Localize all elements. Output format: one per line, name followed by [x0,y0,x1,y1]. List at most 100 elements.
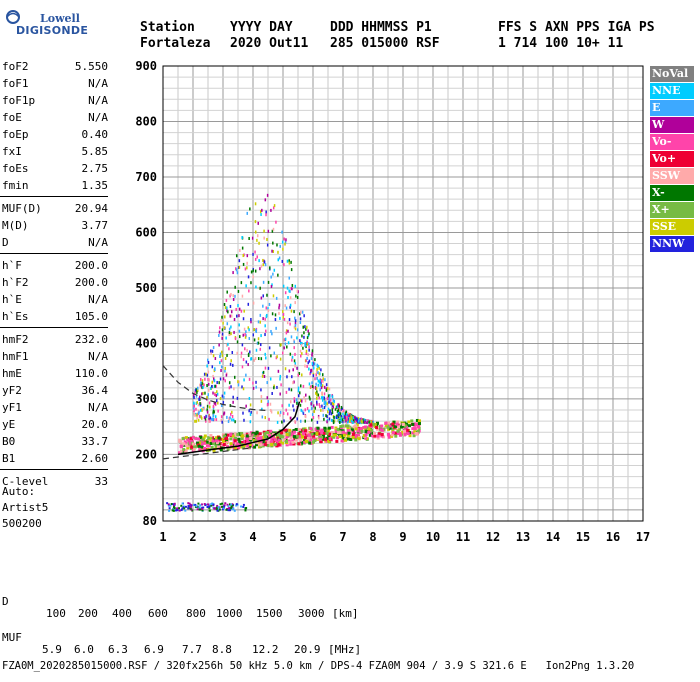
echo-point [266,237,268,241]
echo-point [184,509,187,512]
echo-point [215,418,218,422]
echo-point [254,220,257,224]
echo-point [297,386,300,390]
echo-point [236,314,238,318]
echo-point [207,370,210,374]
echo-point [346,416,348,420]
echo-point [180,504,183,507]
echo-point [213,392,216,396]
x-tick-label: 11 [456,530,470,544]
echo-point [324,401,327,405]
footer-d-label: D [2,595,9,608]
echo-point [333,419,336,423]
echo-point [309,397,311,401]
echo-point [297,389,300,393]
echo-point [199,377,202,381]
echo-point [277,369,280,373]
echo-point [222,507,225,510]
echo-point [279,244,281,248]
echo-point [330,402,332,406]
echo-point [260,264,263,268]
echo-point [299,317,302,321]
echo-point [258,259,260,263]
echo-point [328,436,332,440]
echo-point [206,404,209,408]
footer-muf-value: [MHz] [328,643,362,656]
echo-point [300,343,303,347]
echo-point [213,507,216,510]
echo-point [281,435,285,439]
echo-point [259,445,263,449]
echo-point [246,348,248,352]
echo-point [297,442,301,446]
echo-point [257,221,259,225]
echo-point [372,422,376,426]
param-name: C-level [2,475,49,488]
echo-point [287,433,291,437]
echo-point [356,433,360,437]
echo-point [195,419,198,423]
echo-point [230,314,233,318]
echo-point [259,210,262,214]
echo-point [247,433,251,437]
echo-point [308,359,311,363]
echo-point [388,424,392,428]
echo-point [255,348,258,352]
echo-point [308,441,312,445]
echo-point [172,503,175,506]
echo-point [234,285,236,289]
echo-point [300,310,302,314]
echo-point [212,405,215,409]
echo-point [348,414,350,418]
echo-point [245,373,247,377]
footer-muf-value: 12.2 [252,643,279,656]
x-tick-label: 12 [486,530,500,544]
echo-point [265,306,268,310]
echo-point [386,432,390,436]
echo-point [254,269,257,273]
echo-point [382,427,386,431]
echo-point [311,381,313,385]
echo-point [221,420,223,424]
echo-point [297,428,301,432]
echo-point [417,419,421,423]
echo-point [306,407,309,411]
echo-point [200,442,204,446]
echo-point [212,411,214,415]
echo-point [248,396,251,400]
echo-point [221,336,223,340]
echo-point [187,505,190,508]
echo-point [227,342,229,346]
echo-point [229,442,233,446]
echo-point [248,289,250,293]
echo-point [220,404,223,408]
echo-point [221,439,225,443]
echo-point [307,353,309,357]
echo-point [218,508,221,511]
echo-point [308,332,310,336]
echo-point [265,356,267,360]
echo-point [373,434,377,438]
echo-point [198,414,201,418]
echo-point [214,357,217,361]
echo-point [407,424,411,428]
echo-point [206,395,208,399]
echo-point [306,356,308,360]
echo-point [243,309,245,313]
echo-point [304,419,306,423]
echo-point [316,376,318,380]
echo-point [262,373,264,377]
echo-point [246,266,248,270]
echo-point [344,424,348,428]
echo-point [326,415,328,419]
echo-point [342,415,344,419]
echo-point [247,363,249,367]
echo-point [334,429,338,433]
echo-point [376,427,380,431]
echo-point [226,415,228,419]
echo-point [380,428,384,432]
echo-point [261,374,264,378]
param-value: 110.0 [74,367,108,380]
echo-point [271,249,273,253]
echo-point [207,378,209,382]
